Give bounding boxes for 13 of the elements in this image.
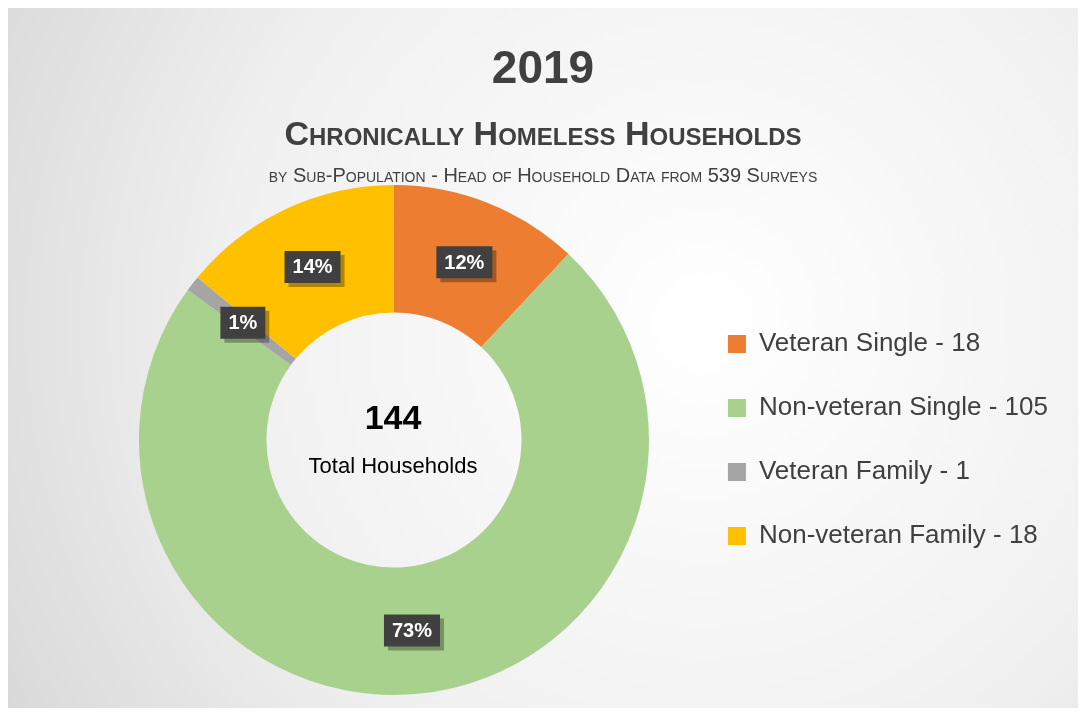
data-label: 73% — [391, 618, 433, 641]
data-label: 12% — [444, 250, 485, 273]
chart-subtitle: Chronically Homeless Households — [283, 114, 803, 153]
legend-label: Non-veteran Family - 18 — [758, 519, 1038, 550]
legend-label: Veteran Family - 1 — [758, 455, 970, 486]
legend-label: Non-veteran Single - 105 — [758, 391, 1048, 422]
legend-label: Veteran Single - 18 — [758, 327, 981, 358]
data-label: 14% — [292, 255, 333, 278]
text: 144 — [363, 398, 423, 437]
text: by Sub-Population - Head of Household Data from 539 Surveys — [267, 164, 819, 187]
text: Total Households — [307, 453, 479, 479]
data-label: 1% — [228, 311, 258, 334]
chart-title: 2019 — [490, 40, 596, 94]
